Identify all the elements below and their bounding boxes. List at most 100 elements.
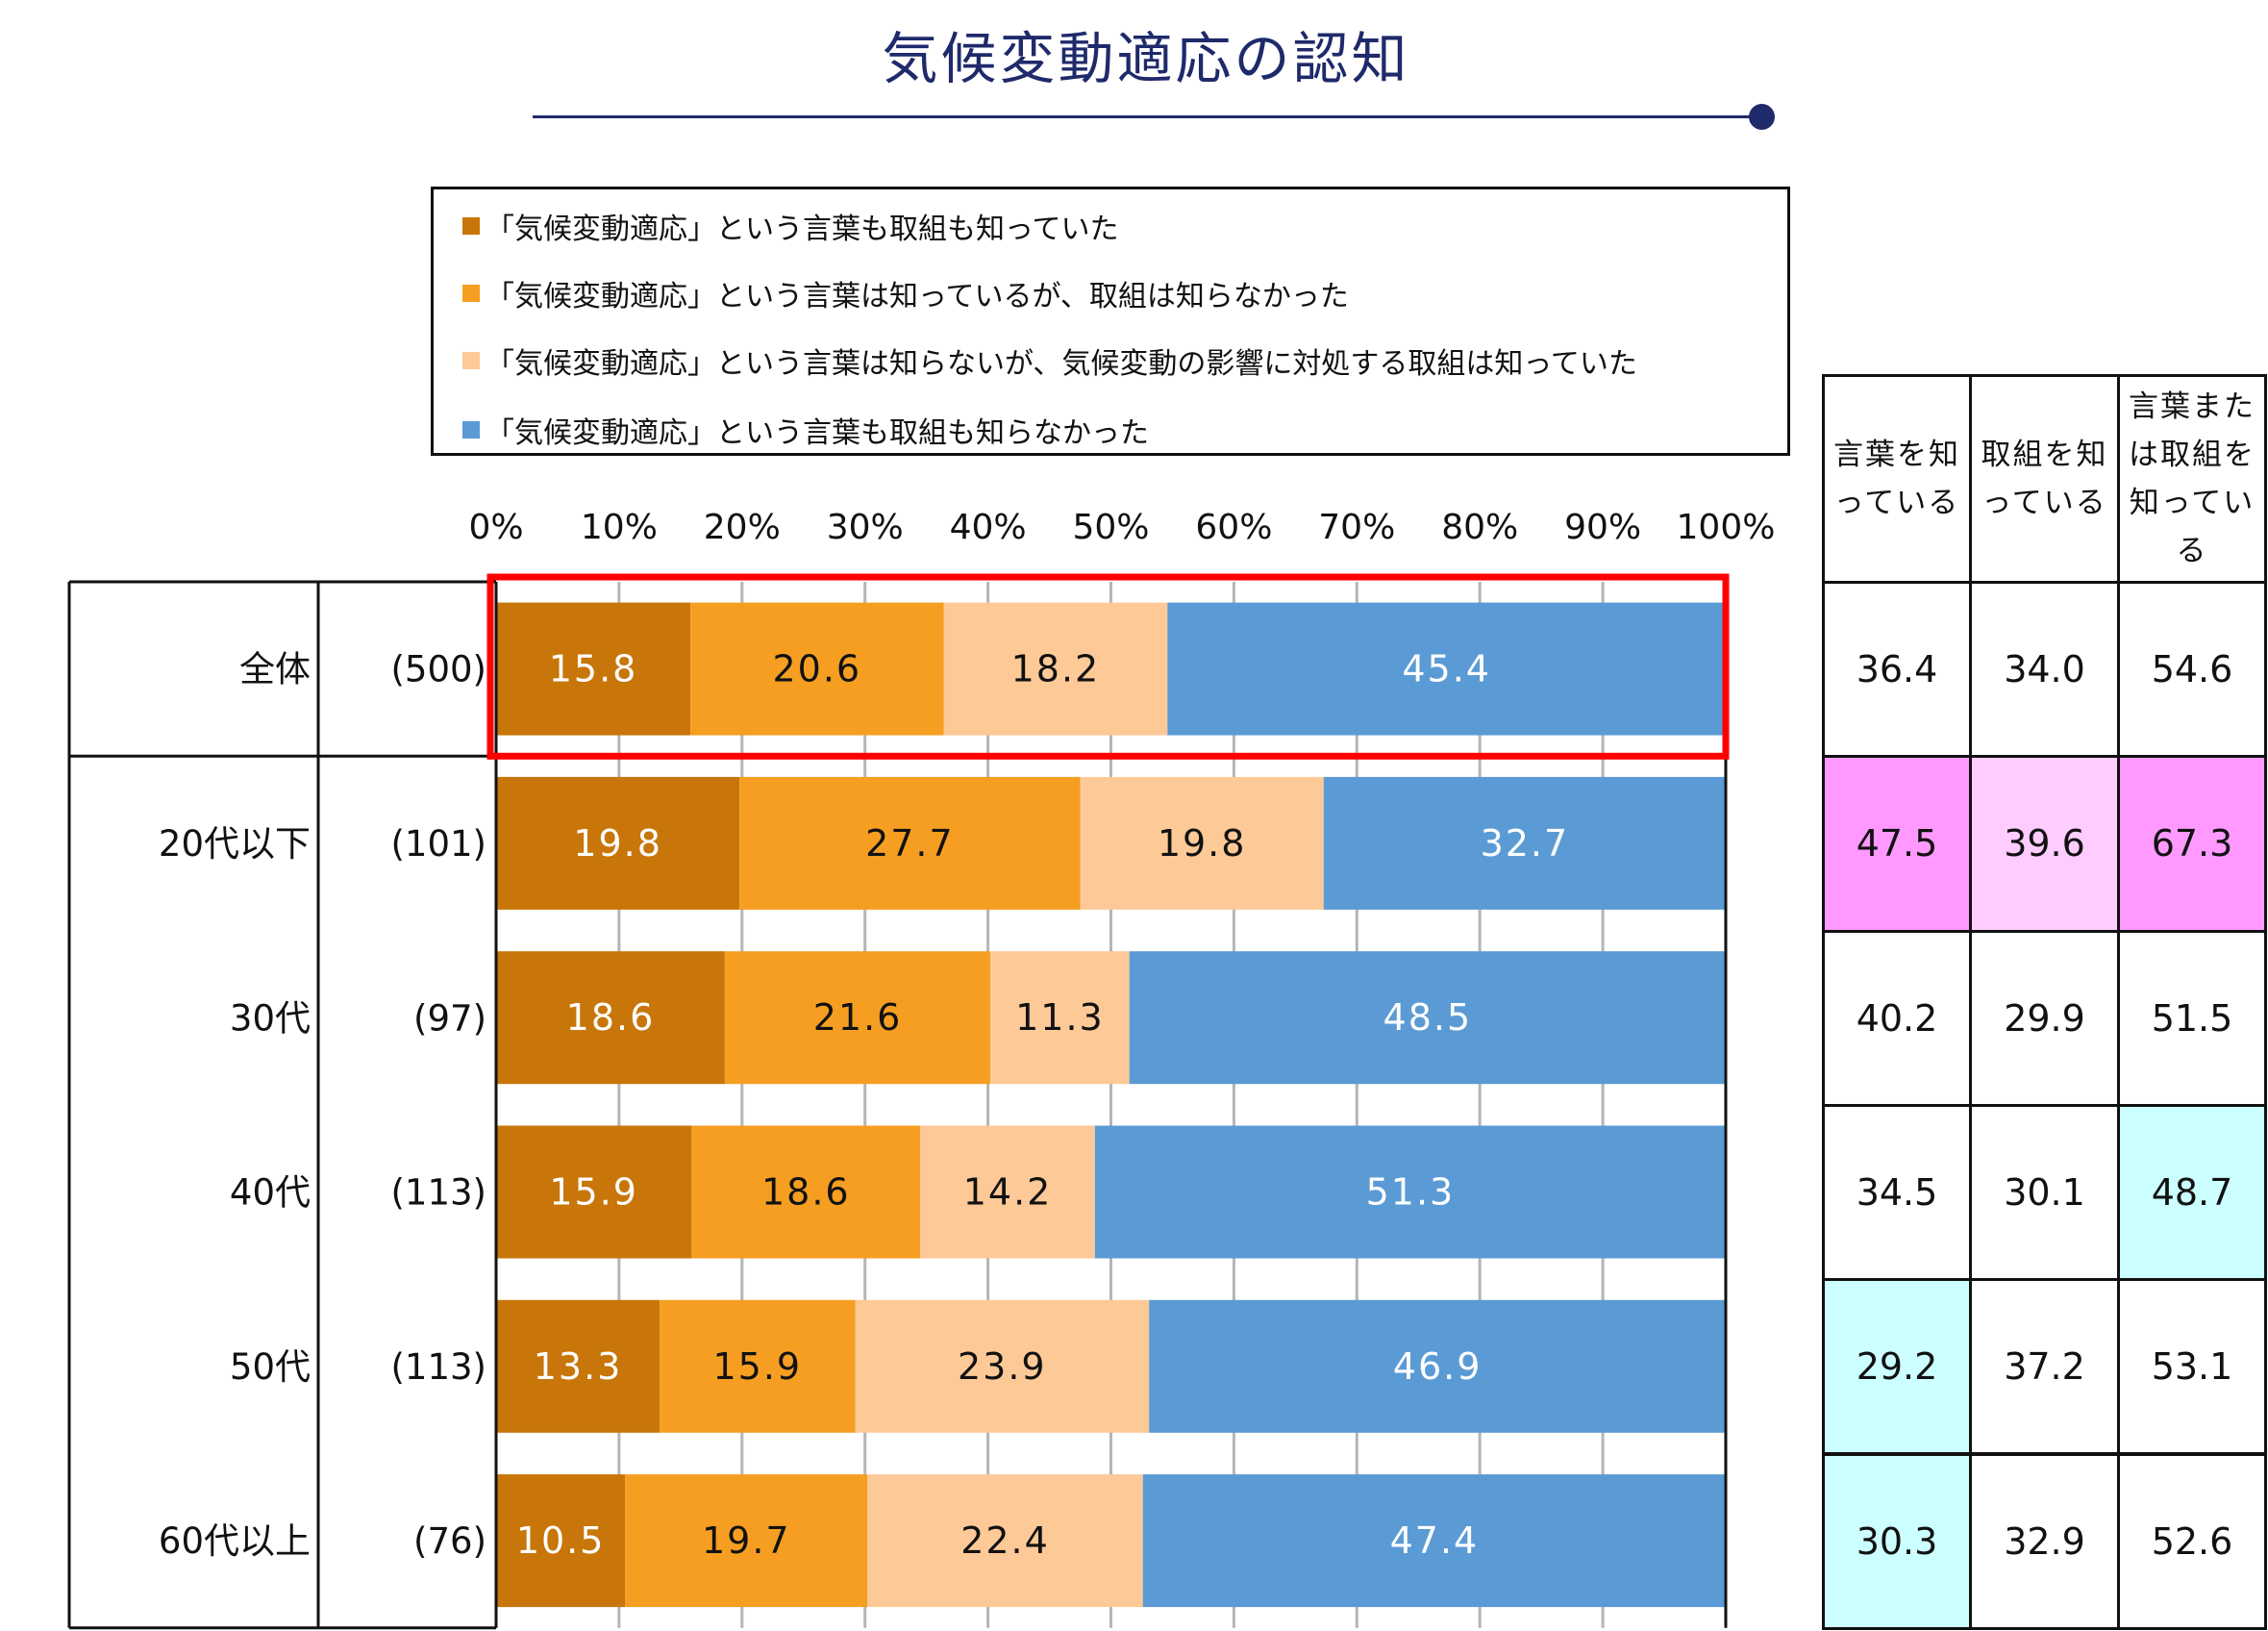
table-value-cell: 30.3 (1822, 1452, 1972, 1630)
data-label: 22.4 (960, 1519, 1050, 1562)
data-label: 46.9 (1393, 1345, 1483, 1388)
category-label: 20代以下 (159, 823, 311, 865)
x-tick-label: 80% (1441, 508, 1518, 547)
bar-segment (1080, 776, 1324, 910)
legend-swatch (462, 421, 480, 439)
x-tick-label: 60% (1195, 508, 1272, 547)
category-label: 40代 (230, 1172, 311, 1214)
x-tick-label: 50% (1072, 508, 1149, 547)
table-value-cell: 39.6 (1969, 755, 2120, 933)
bar-segment (1142, 1474, 1726, 1608)
legend-item: 「気候変動適応」という言葉は知らないが、気候変動の影響に対処する取組は知っていた (462, 339, 1637, 382)
table-value-cell: 40.2 (1822, 929, 1972, 1107)
x-tick-label: 90% (1564, 508, 1641, 547)
data-label: 47.4 (1390, 1519, 1480, 1562)
title-underline (533, 115, 1761, 118)
bar-segment (690, 602, 944, 736)
data-label: 45.4 (1402, 648, 1491, 690)
bar-segment (739, 776, 1081, 910)
bar-segment (496, 776, 740, 910)
x-tick-label: 40% (950, 508, 1027, 547)
highlight-box (486, 573, 1730, 760)
x-tick-label: 100% (1677, 508, 1776, 547)
bar-segment (496, 1299, 660, 1433)
x-tick-label: 0% (468, 508, 523, 547)
bar-segment (496, 1125, 692, 1259)
stacked-bar-chart: 0% 10% 20% 30% 40% 50% 60% 70% 80% 90% 100% 15.8 20.… (67, 508, 1776, 1630)
bar-segment (691, 1125, 921, 1259)
bar-segment (496, 1474, 626, 1608)
legend-swatch (462, 217, 480, 235)
data-label: 51.3 (1366, 1171, 1456, 1214)
data-label: 15.9 (549, 1171, 638, 1214)
bar-segment (1167, 602, 1726, 736)
legend-label: 「気候変動適応」という言葉は知らないが、気候変動の影響に対処する取組は知っていた (486, 347, 1637, 381)
bar-segment (1129, 951, 1726, 1085)
table-header-cell: 言葉または取組を知っている (2117, 374, 2267, 584)
table-value-cell: 53.1 (2117, 1278, 2267, 1456)
category-label: 30代 (230, 997, 311, 1039)
data-label: 11.3 (1015, 996, 1105, 1039)
category-label: 60代以上 (159, 1520, 311, 1562)
data-label: 21.6 (813, 996, 903, 1039)
x-tick-label: 10% (581, 508, 658, 547)
sample-size-label: (101) (391, 823, 487, 865)
bar-segment (1094, 1125, 1726, 1259)
table-value-cell: 37.2 (1969, 1278, 2120, 1456)
sample-size-label: (113) (391, 1346, 487, 1388)
bar-segment (943, 602, 1168, 736)
bar-segment (990, 951, 1130, 1085)
table-value-cell: 32.9 (1969, 1452, 2120, 1630)
bar-segment (625, 1474, 868, 1608)
data-label: 18.2 (1011, 648, 1101, 690)
legend-label: 「気候変動適応」という言葉は知っているが、取組は知らなかった (486, 280, 1349, 314)
data-label: 27.7 (865, 822, 955, 865)
bar-segment (1149, 1299, 1726, 1433)
table-value-cell: 29.9 (1969, 929, 2120, 1107)
bar-segment (855, 1299, 1150, 1433)
table-value-cell: 30.1 (1969, 1103, 2120, 1282)
data-label: 18.6 (566, 996, 656, 1039)
legend-item: 「気候変動適応」という言葉も取組も知らなかった (462, 409, 1149, 451)
x-tick-label: 30% (827, 508, 904, 547)
data-label: 20.6 (773, 648, 862, 690)
table-value-cell: 52.6 (2117, 1452, 2267, 1630)
legend-swatch (462, 285, 480, 302)
legend-item: 「気候変動適応」という言葉は知っているが、取組は知らなかった (462, 272, 1349, 314)
bar-segment (1323, 776, 1726, 910)
title-underline-dot (1749, 104, 1775, 130)
data-label: 48.5 (1383, 996, 1473, 1039)
bar-segment (496, 602, 691, 736)
category-label: 50代 (230, 1346, 311, 1388)
table-value-cell: 36.4 (1822, 581, 1972, 759)
x-tick-label: 70% (1318, 508, 1395, 547)
data-label: 15.9 (712, 1345, 802, 1388)
bar-segment (660, 1299, 856, 1433)
legend-label: 「気候変動適応」という言葉も取組も知っていた (486, 213, 1119, 246)
bar-segment (920, 1125, 1095, 1259)
data-label: 19.8 (573, 822, 662, 865)
data-label: 15.8 (549, 648, 638, 690)
table-value-cell: 47.5 (1822, 755, 1972, 933)
table-value-cell: 67.3 (2117, 755, 2267, 933)
table-value-cell: 54.6 (2117, 581, 2267, 759)
legend-item: 「気候変動適応」という言葉も取組も知っていた (462, 205, 1119, 247)
table-header-cell: 取組を知っている (1969, 374, 2120, 584)
category-label: 全体 (239, 649, 311, 690)
sample-size-label: (76) (413, 1520, 486, 1562)
legend: 「気候変動適応」という言葉も取組も知っていた 「気候変動適応」という言葉は知って… (431, 187, 1790, 456)
data-label: 19.7 (702, 1519, 791, 1562)
sample-size-label: (97) (413, 997, 486, 1039)
table-value-cell: 34.5 (1822, 1103, 1972, 1282)
legend-label: 「気候変動適応」という言葉も取組も知らなかった (486, 416, 1149, 450)
table-value-cell: 51.5 (2117, 929, 2267, 1107)
data-label: 10.5 (516, 1519, 606, 1562)
sample-size-label: (500) (391, 649, 487, 690)
table-header-cell: 言葉を知っている (1822, 374, 1972, 584)
data-label: 13.3 (534, 1345, 623, 1388)
bar-segment (867, 1474, 1143, 1608)
bar-segment (496, 951, 725, 1085)
chart-title: 気候変動適応の認知 (882, 26, 1410, 91)
bar-segment (724, 951, 991, 1085)
data-label: 18.6 (761, 1171, 851, 1214)
